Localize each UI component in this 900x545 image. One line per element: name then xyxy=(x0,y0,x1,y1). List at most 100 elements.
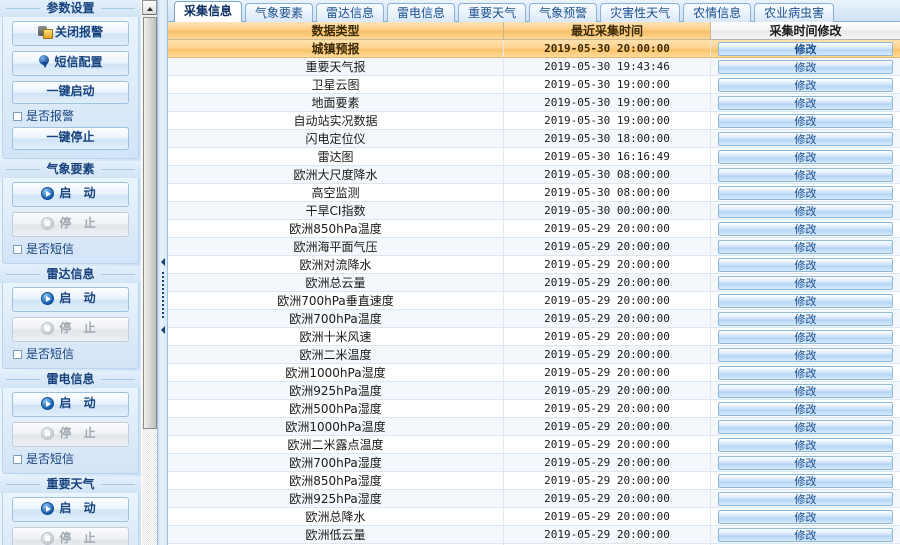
table-row[interactable]: 欧洲大尺度降水 2019-05-30 08:00:00 修改 xyxy=(168,165,900,184)
sidebar-group-title: 气象要素 xyxy=(0,161,141,178)
checkbox-icon[interactable] xyxy=(13,112,22,121)
edit-time-button[interactable]: 修改 xyxy=(718,509,893,524)
edit-time-button[interactable]: 修改 xyxy=(718,113,893,128)
table-row[interactable]: 欧洲700hPa温度 2019-05-29 20:00:00 修改 xyxy=(168,309,900,328)
panel-splitter[interactable] xyxy=(157,0,168,545)
edit-time-button[interactable]: 修改 xyxy=(718,95,893,110)
edit-time-button[interactable]: 修改 xyxy=(718,257,893,272)
cell-edit-action: 修改 xyxy=(710,381,900,400)
edit-time-button[interactable]: 修改 xyxy=(718,473,893,488)
sidebar-scrollbar[interactable] xyxy=(141,0,157,545)
table-row[interactable]: 地面要素 2019-05-30 19:00:00 修改 xyxy=(168,93,900,112)
table-row[interactable]: 自动站实况数据 2019-05-30 19:00:00 修改 xyxy=(168,111,900,130)
edit-time-button[interactable]: 修改 xyxy=(718,185,893,200)
sidebar-checkbox-row[interactable]: 是否短信 xyxy=(13,242,138,257)
edit-time-button[interactable]: 修改 xyxy=(718,347,893,362)
scroll-up-icon[interactable] xyxy=(142,0,157,15)
edit-time-button[interactable]: 修改 xyxy=(718,437,893,452)
tab-2[interactable]: 雷达信息 xyxy=(316,3,385,22)
table-row[interactable]: 欧洲海平面气压 2019-05-29 20:00:00 修改 xyxy=(168,237,900,256)
tab-5[interactable]: 气象预警 xyxy=(529,3,598,22)
edit-time-button[interactable]: 修改 xyxy=(718,221,893,236)
edit-time-button[interactable]: 修改 xyxy=(718,329,893,344)
edit-time-button[interactable]: 修改 xyxy=(718,149,893,164)
table-row[interactable]: 欧洲850hPa温度 2019-05-29 20:00:00 修改 xyxy=(168,219,900,238)
sidebar-checkbox-row[interactable]: 是否短信 xyxy=(13,347,138,362)
table-row[interactable]: 欧洲500hPa湿度 2019-05-29 20:00:00 修改 xyxy=(168,399,900,418)
sidebar-button-sms-config-0-1[interactable]: 短信配置 xyxy=(12,51,129,76)
edit-time-button[interactable]: 修改 xyxy=(718,311,893,326)
sidebar-button-alarm-off-0-0[interactable]: 关闭报警 xyxy=(12,21,129,46)
cell-data-type: 城镇预报 xyxy=(168,39,504,58)
edit-time-button[interactable]: 修改 xyxy=(718,59,893,74)
cell-last-collect-time: 2019-05-29 20:00:00 xyxy=(503,453,711,472)
edit-time-button[interactable]: 修改 xyxy=(718,275,893,290)
table-row[interactable]: 欧洲总云量 2019-05-29 20:00:00 修改 xyxy=(168,273,900,292)
table-row[interactable]: 欧洲二米露点温度 2019-05-29 20:00:00 修改 xyxy=(168,435,900,454)
edit-time-button[interactable]: 修改 xyxy=(718,293,893,308)
checkbox-icon[interactable] xyxy=(13,350,22,359)
data-table-container[interactable]: 数据类型 最近采集时间 采集时间修改 城镇预报 2019-05-30 20:00:… xyxy=(168,22,900,545)
table-row[interactable]: 雷达图 2019-05-30 16:16:49 修改 xyxy=(168,147,900,166)
table-row[interactable]: 重要天气报 2019-05-30 19:43:46 修改 xyxy=(168,57,900,76)
table-row[interactable]: 欧洲1000hPa湿度 2019-05-29 20:00:00 修改 xyxy=(168,363,900,382)
table-row[interactable]: 欧洲低云量 2019-05-29 20:00:00 修改 xyxy=(168,525,900,544)
edit-time-button[interactable]: 修改 xyxy=(718,239,893,254)
table-row[interactable]: 城镇预报 2019-05-30 20:00:00 修改 xyxy=(168,39,900,58)
edit-time-button[interactable]: 修改 xyxy=(718,419,893,434)
column-header-data-type[interactable]: 数据类型 xyxy=(168,22,504,40)
table-row[interactable]: 欧洲总降水 2019-05-29 20:00:00 修改 xyxy=(168,507,900,526)
sidebar-button-play-3-0[interactable]: 启 动 xyxy=(12,392,129,417)
edit-time-button[interactable]: 修改 xyxy=(718,455,893,470)
sidebar-checkbox-row[interactable]: 是否报警 xyxy=(13,109,138,124)
sidebar-button-none-0-3[interactable]: 一键停止 xyxy=(12,127,129,150)
sidebar-button-play-1-0[interactable]: 启 动 xyxy=(12,182,129,207)
cell-last-collect-time: 2019-05-29 20:00:00 xyxy=(503,219,711,238)
tab-7[interactable]: 农情信息 xyxy=(683,3,752,22)
edit-time-button[interactable]: 修改 xyxy=(718,167,893,182)
splitter-grip[interactable] xyxy=(162,272,164,320)
table-row[interactable]: 卫星云图 2019-05-30 19:00:00 修改 xyxy=(168,75,900,94)
collapse-left-icon[interactable] xyxy=(161,258,165,266)
table-row[interactable]: 欧洲1000hPa温度 2019-05-29 20:00:00 修改 xyxy=(168,417,900,436)
sidebar-button-play-4-0[interactable]: 启 动 xyxy=(12,497,129,522)
cell-last-collect-time: 2019-05-30 08:00:00 xyxy=(503,183,711,202)
edit-time-button[interactable]: 修改 xyxy=(718,41,893,56)
tab-0[interactable]: 采集信息 xyxy=(174,1,243,22)
table-row[interactable]: 欧洲850hPa湿度 2019-05-29 20:00:00 修改 xyxy=(168,471,900,490)
table-row[interactable]: 欧洲700hPa垂直速度 2019-05-29 20:00:00 修改 xyxy=(168,291,900,310)
sidebar-group-title: 参数设置 xyxy=(0,0,141,17)
edit-time-button[interactable]: 修改 xyxy=(718,203,893,218)
edit-time-button[interactable]: 修改 xyxy=(718,491,893,506)
tab-3[interactable]: 雷电信息 xyxy=(387,3,456,22)
tab-6[interactable]: 灾害性天气 xyxy=(600,3,681,22)
table-row[interactable]: 欧洲925hPa温度 2019-05-29 20:00:00 修改 xyxy=(168,381,900,400)
sidebar-scrollbar-thumb[interactable] xyxy=(143,17,157,429)
sidebar-checkbox-row[interactable]: 是否短信 xyxy=(13,452,138,467)
edit-time-button[interactable]: 修改 xyxy=(718,77,893,92)
collapse-left-icon-2[interactable] xyxy=(161,326,165,334)
table-row[interactable]: 欧洲二米温度 2019-05-29 20:00:00 修改 xyxy=(168,345,900,364)
table-row[interactable]: 闪电定位仪 2019-05-30 18:00:00 修改 xyxy=(168,129,900,148)
edit-time-button[interactable]: 修改 xyxy=(718,401,893,416)
edit-time-button[interactable]: 修改 xyxy=(718,131,893,146)
sidebar-button-none-0-2[interactable]: 一键启动 xyxy=(12,81,129,104)
table-row[interactable]: 欧洲925hPa湿度 2019-05-29 20:00:00 修改 xyxy=(168,489,900,508)
checkbox-icon[interactable] xyxy=(13,455,22,464)
edit-time-button[interactable]: 修改 xyxy=(718,527,893,542)
table-row[interactable]: 欧洲十米风速 2019-05-29 20:00:00 修改 xyxy=(168,327,900,346)
edit-time-button[interactable]: 修改 xyxy=(718,383,893,398)
edit-time-button[interactable]: 修改 xyxy=(718,365,893,380)
table-row[interactable]: 欧洲对流降水 2019-05-29 20:00:00 修改 xyxy=(168,255,900,274)
column-header-last-time[interactable]: 最近采集时间 xyxy=(503,22,711,40)
tab-4[interactable]: 重要天气 xyxy=(458,3,527,22)
column-header-edit-time[interactable]: 采集时间修改 xyxy=(710,22,900,40)
tab-1[interactable]: 气象要素 xyxy=(245,3,314,22)
cell-last-collect-time: 2019-05-29 20:00:00 xyxy=(503,489,711,508)
table-row[interactable]: 干旱CI指数 2019-05-30 00:00:00 修改 xyxy=(168,201,900,220)
sidebar-button-play-2-0[interactable]: 启 动 xyxy=(12,287,129,312)
table-row[interactable]: 欧洲700hPa湿度 2019-05-29 20:00:00 修改 xyxy=(168,453,900,472)
tab-8[interactable]: 农业病虫害 xyxy=(754,3,835,22)
checkbox-icon[interactable] xyxy=(13,245,22,254)
table-row[interactable]: 高空监测 2019-05-30 08:00:00 修改 xyxy=(168,183,900,202)
